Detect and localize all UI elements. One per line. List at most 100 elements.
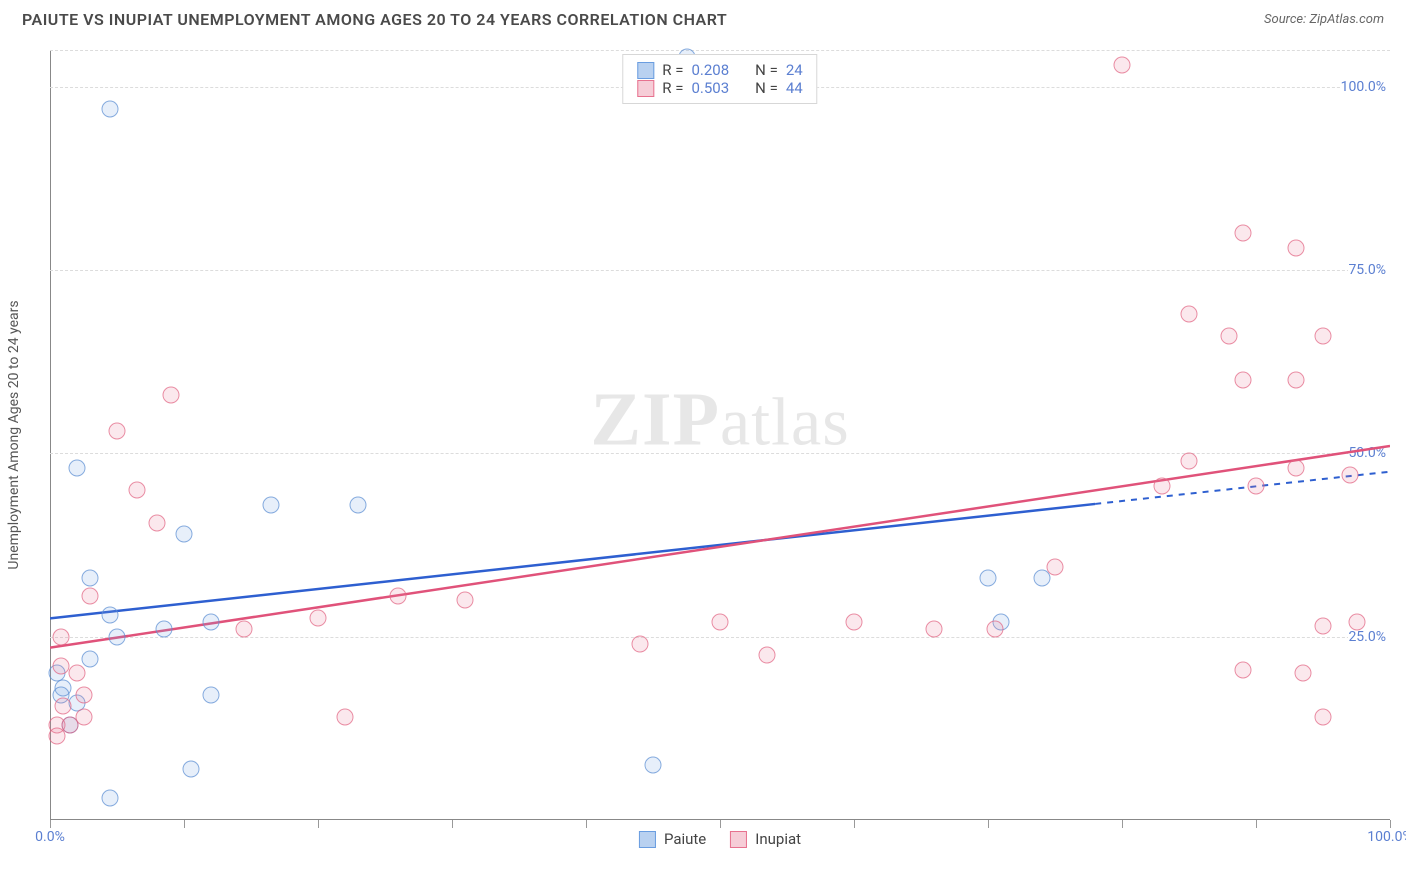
data-point	[1288, 372, 1305, 389]
x-tick	[988, 820, 989, 828]
series-swatch	[637, 80, 654, 97]
gridline	[50, 50, 1390, 51]
data-point	[1181, 452, 1198, 469]
data-point	[1288, 240, 1305, 257]
x-tick-label: 100.0%	[1367, 829, 1406, 845]
data-point	[109, 423, 126, 440]
data-point	[236, 621, 253, 638]
data-point	[1047, 559, 1064, 576]
r-label: R =	[662, 61, 683, 79]
data-point	[1221, 328, 1238, 345]
data-point	[986, 621, 1003, 638]
data-point	[155, 621, 172, 638]
data-point	[182, 760, 199, 777]
data-point	[310, 610, 327, 627]
legend-item: Inupiat	[730, 830, 801, 848]
data-point	[263, 496, 280, 513]
watermark: ZIPatlas	[590, 376, 849, 463]
source-attribution: Source: ZipAtlas.com	[1264, 12, 1384, 27]
x-tick	[586, 820, 587, 828]
n-value: 44	[786, 79, 803, 97]
data-point	[129, 482, 146, 499]
data-point	[1234, 225, 1251, 242]
data-point	[631, 636, 648, 653]
chart-plot-area: Unemployment Among Ages 20 to 24 years 2…	[50, 50, 1390, 820]
data-point	[1348, 614, 1365, 631]
n-value: 24	[786, 61, 803, 79]
correlation-legend: R = 0.208 N = 24R = 0.503 N = 44	[622, 54, 817, 104]
data-point	[1315, 328, 1332, 345]
r-value: 0.503	[691, 79, 729, 97]
x-tick	[318, 820, 319, 828]
data-point	[712, 614, 729, 631]
data-point	[390, 588, 407, 605]
legend-stat-row: R = 0.208 N = 24	[637, 61, 802, 79]
data-point	[926, 621, 943, 638]
trendline	[50, 504, 1095, 618]
data-point	[202, 614, 219, 631]
data-point	[102, 790, 119, 807]
x-tick	[720, 820, 721, 828]
data-point	[75, 709, 92, 726]
data-point	[1248, 478, 1265, 495]
data-point	[109, 628, 126, 645]
data-point	[102, 100, 119, 117]
data-point	[846, 614, 863, 631]
y-axis-title: Unemployment Among Ages 20 to 24 years	[6, 300, 22, 569]
legend-stat-row: R =0.503N =44	[637, 79, 802, 97]
gridline	[50, 637, 1390, 638]
y-tick-label: 75.0%	[1348, 262, 1392, 278]
data-point	[457, 592, 474, 609]
data-point	[350, 496, 367, 513]
data-point	[82, 650, 99, 667]
y-tick-label: 50.0%	[1348, 445, 1392, 461]
data-point	[1288, 460, 1305, 477]
x-tick	[50, 820, 51, 828]
data-point	[68, 460, 85, 477]
data-point	[48, 727, 65, 744]
x-tick	[854, 820, 855, 828]
legend-item: Paiute	[639, 830, 706, 848]
x-tick	[1122, 820, 1123, 828]
data-point	[1154, 478, 1171, 495]
data-point	[1315, 709, 1332, 726]
r-value: 0.208	[691, 61, 729, 79]
series-legend: Paiute Inupiat	[639, 830, 801, 848]
y-tick-label: 100.0%	[1341, 79, 1392, 95]
data-point	[75, 687, 92, 704]
data-point	[1294, 665, 1311, 682]
n-label: N =	[755, 79, 778, 97]
x-tick-label: 0.0%	[35, 829, 65, 845]
data-point	[645, 757, 662, 774]
data-point	[82, 588, 99, 605]
data-point	[1181, 306, 1198, 323]
data-point	[1114, 56, 1131, 73]
x-tick	[1390, 820, 1391, 828]
data-point	[82, 570, 99, 587]
data-point	[1341, 467, 1358, 484]
data-point	[162, 386, 179, 403]
series-swatch	[639, 831, 656, 848]
series-label: Paiute	[664, 830, 706, 848]
y-tick-label: 25.0%	[1348, 629, 1392, 645]
y-axis-line	[50, 50, 51, 820]
x-tick	[184, 820, 185, 828]
data-point	[1315, 617, 1332, 634]
data-point	[102, 606, 119, 623]
data-point	[55, 698, 72, 715]
data-point	[758, 647, 775, 664]
series-swatch	[637, 62, 654, 79]
series-swatch	[730, 831, 747, 848]
gridline	[50, 270, 1390, 271]
n-label: N =	[755, 61, 778, 79]
x-tick	[452, 820, 453, 828]
x-tick	[1256, 820, 1257, 828]
trendlines	[50, 50, 1390, 820]
data-point	[1234, 661, 1251, 678]
data-point	[52, 628, 69, 645]
series-label: Inupiat	[755, 830, 801, 848]
data-point	[68, 665, 85, 682]
data-point	[202, 687, 219, 704]
chart-title: PAIUTE VS INUPIAT UNEMPLOYMENT AMONG AGE…	[22, 10, 727, 29]
data-point	[52, 658, 69, 675]
